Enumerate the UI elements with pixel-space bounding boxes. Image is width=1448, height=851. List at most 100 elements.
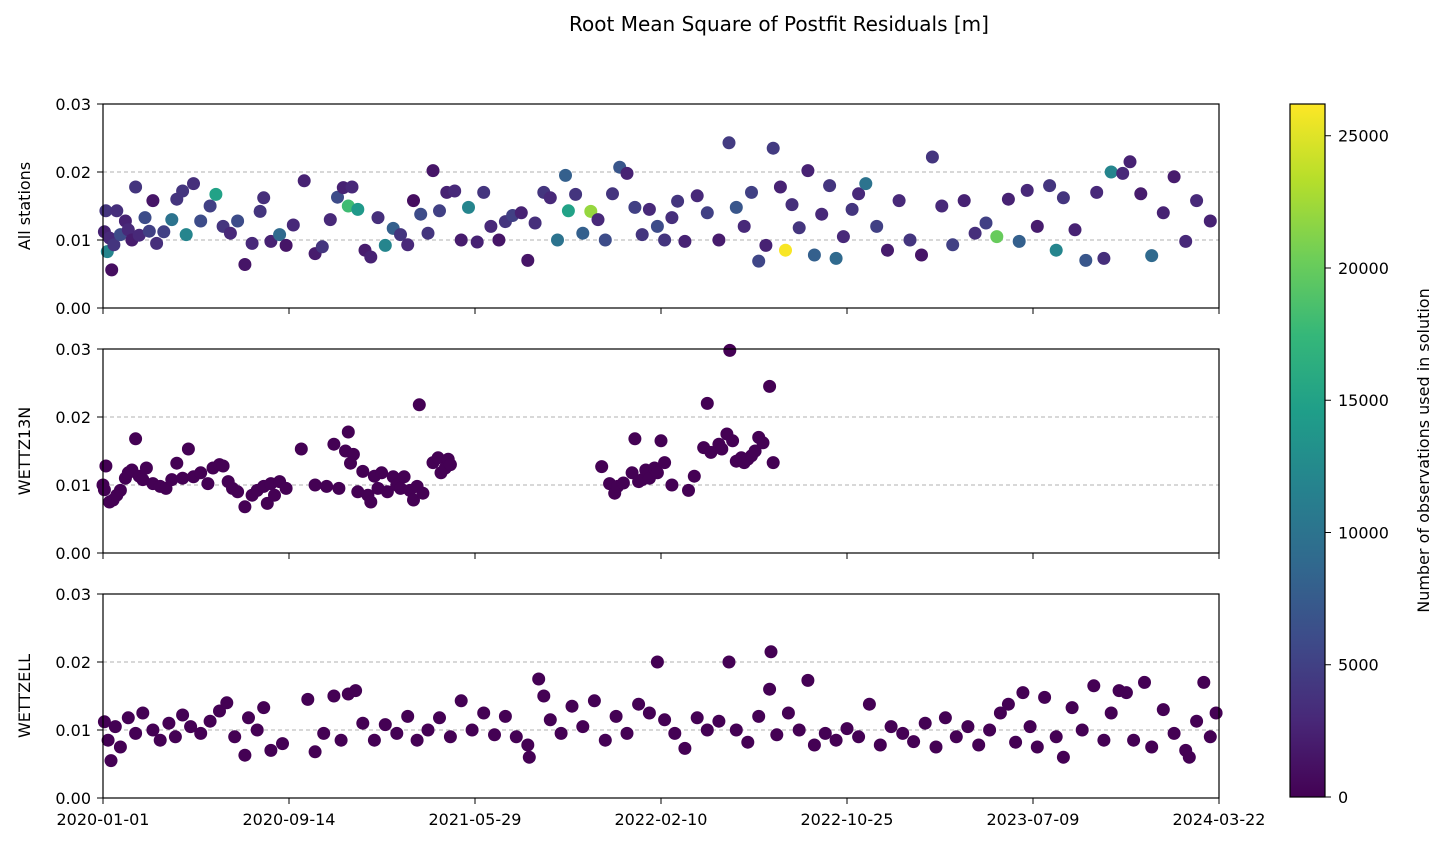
data-point bbox=[1012, 234, 1026, 248]
data-point bbox=[414, 207, 428, 221]
data-point bbox=[712, 714, 726, 728]
data-point bbox=[101, 733, 115, 747]
data-point bbox=[781, 706, 795, 720]
data-point bbox=[862, 697, 876, 711]
data-point bbox=[223, 226, 237, 240]
data-point bbox=[628, 200, 642, 214]
data-point bbox=[1049, 730, 1063, 744]
data-point bbox=[279, 238, 293, 252]
data-point bbox=[1104, 706, 1118, 720]
data-points bbox=[97, 645, 1223, 768]
data-point bbox=[245, 236, 259, 250]
data-point bbox=[334, 733, 348, 747]
data-point bbox=[113, 483, 127, 497]
panel-3: 0.00 0.01 0.02 0.03 2020-01-01 2020-09-14 2021… bbox=[15, 585, 1265, 829]
data-point bbox=[162, 716, 176, 730]
data-point bbox=[1090, 185, 1104, 199]
data-point bbox=[99, 459, 113, 473]
data-point bbox=[488, 728, 501, 742]
data-point bbox=[873, 738, 887, 752]
data-point bbox=[138, 211, 152, 225]
data-point bbox=[598, 733, 612, 747]
data-point bbox=[1123, 155, 1137, 169]
data-point bbox=[1179, 234, 1193, 248]
data-point bbox=[345, 180, 359, 194]
data-point bbox=[323, 213, 337, 227]
data-point bbox=[129, 432, 143, 446]
data-point bbox=[801, 673, 815, 687]
data-point bbox=[726, 434, 740, 448]
data-point bbox=[1068, 223, 1082, 237]
data-point bbox=[722, 655, 736, 669]
data-point bbox=[257, 701, 271, 715]
plot-frame bbox=[102, 593, 1220, 799]
data-point bbox=[576, 226, 590, 240]
data-point bbox=[1049, 243, 1063, 257]
data-point bbox=[129, 180, 143, 194]
data-point bbox=[142, 224, 156, 238]
data-point bbox=[620, 726, 634, 740]
data-point bbox=[294, 442, 308, 456]
data-point bbox=[690, 189, 704, 203]
data-point bbox=[737, 219, 751, 233]
data-point bbox=[635, 228, 649, 242]
data-point bbox=[150, 236, 164, 250]
data-point bbox=[201, 477, 215, 491]
data-point bbox=[606, 187, 619, 201]
data-point bbox=[346, 447, 360, 461]
data-point bbox=[1182, 750, 1196, 764]
data-points bbox=[96, 343, 780, 514]
data-point bbox=[1001, 192, 1015, 206]
y-tick-label: 0.00 bbox=[55, 544, 91, 563]
data-point bbox=[715, 442, 729, 456]
data-point bbox=[1009, 735, 1023, 749]
data-point bbox=[356, 464, 370, 478]
data-point bbox=[979, 216, 993, 230]
data-point bbox=[433, 204, 446, 218]
data-point bbox=[390, 726, 404, 740]
data-point bbox=[351, 202, 365, 216]
data-point bbox=[492, 233, 506, 247]
data-point bbox=[421, 723, 435, 737]
data-point bbox=[454, 233, 468, 247]
data-point bbox=[1145, 740, 1159, 754]
data-point bbox=[220, 696, 234, 710]
data-point bbox=[410, 733, 424, 747]
panel-2: 0.00 0.01 0.02 0.03 WETTZ13N bbox=[15, 340, 1220, 563]
data-point bbox=[1127, 733, 1141, 747]
data-point bbox=[983, 723, 997, 737]
data-point bbox=[907, 735, 921, 749]
colorbar-label: Number of observations used in solution bbox=[1414, 288, 1433, 613]
y-axis-label: WETTZ13N bbox=[15, 407, 34, 495]
data-point bbox=[380, 485, 394, 499]
colorbar-gradient bbox=[1290, 104, 1325, 797]
data-point bbox=[238, 748, 252, 762]
data-point bbox=[700, 723, 714, 737]
y-tick-label: 0.03 bbox=[55, 95, 91, 114]
data-point bbox=[146, 194, 160, 208]
data-point bbox=[332, 481, 346, 495]
data-point bbox=[752, 254, 766, 268]
data-point bbox=[654, 434, 668, 448]
data-point bbox=[1056, 750, 1070, 764]
data-point bbox=[136, 706, 150, 720]
data-point bbox=[763, 682, 777, 696]
data-point bbox=[1087, 679, 1101, 693]
data-point bbox=[153, 733, 167, 747]
data-point bbox=[194, 726, 208, 740]
data-point bbox=[587, 694, 601, 708]
data-point bbox=[279, 481, 293, 495]
data-point bbox=[356, 716, 370, 730]
data-point bbox=[477, 706, 491, 720]
data-point bbox=[97, 715, 111, 729]
colorbar-tick-label: 10000 bbox=[1338, 523, 1389, 542]
data-point bbox=[852, 730, 866, 744]
data-point bbox=[712, 233, 726, 247]
data-point bbox=[616, 476, 630, 490]
x-tick-label: 2020-01-01 bbox=[57, 810, 150, 829]
data-point bbox=[807, 248, 821, 262]
colorbar-tick-label: 25000 bbox=[1338, 127, 1389, 146]
data-point bbox=[462, 200, 475, 214]
data-point bbox=[752, 709, 766, 723]
